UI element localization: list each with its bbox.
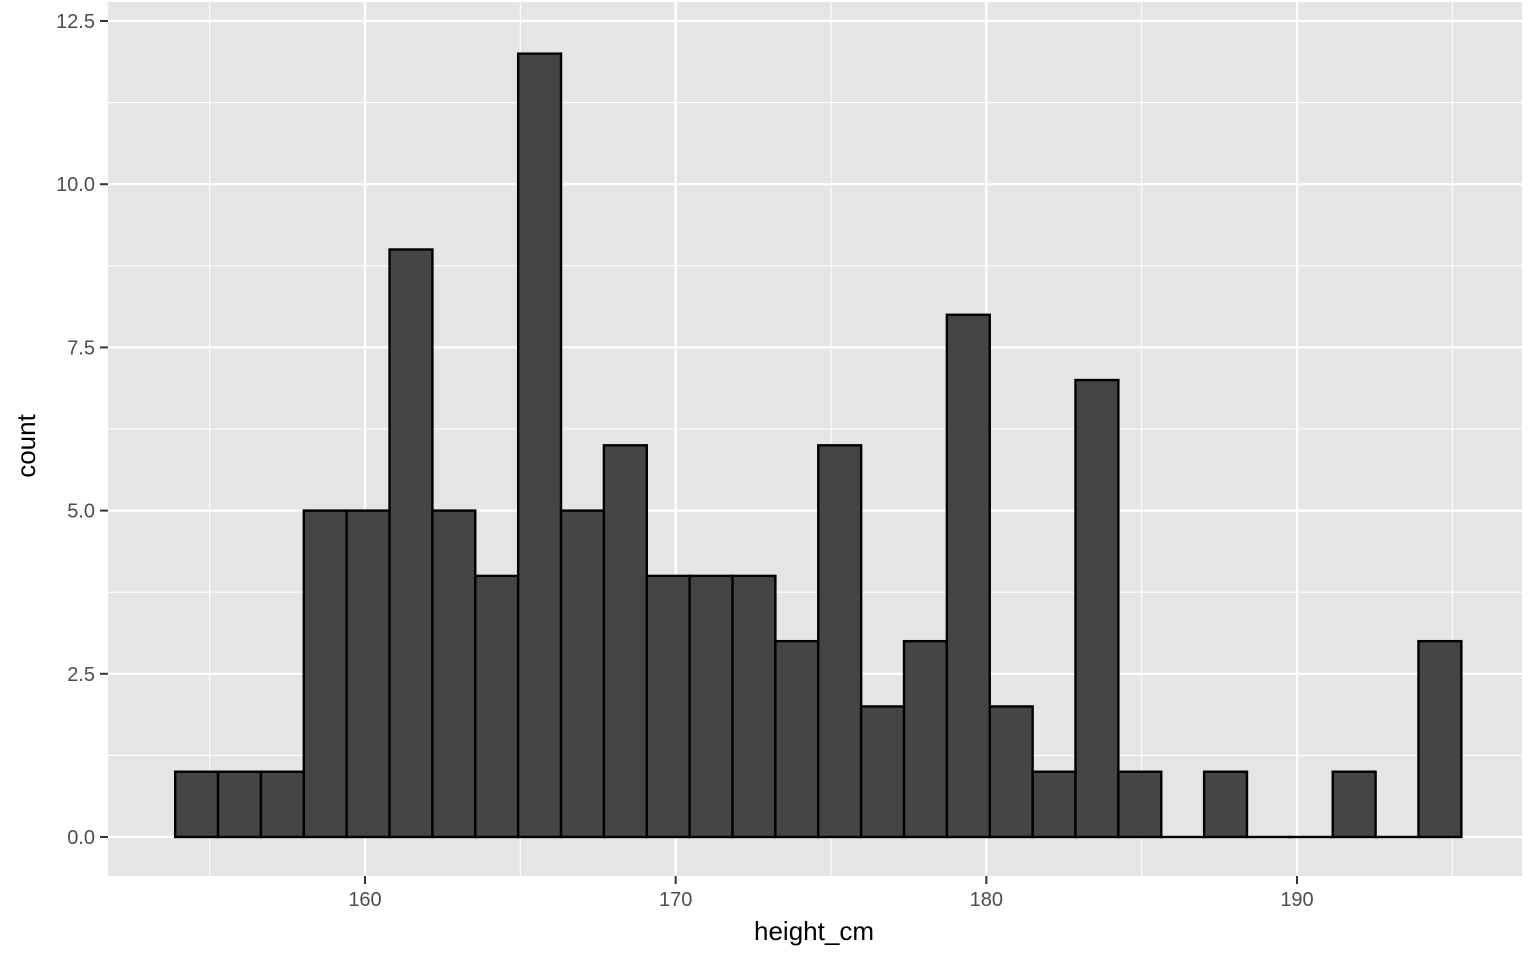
histogram-bar	[518, 54, 561, 837]
x-axis-title: height_cm	[754, 916, 874, 946]
histogram-bar	[1333, 772, 1376, 837]
histogram-bar	[1075, 380, 1118, 837]
histogram-bar	[775, 641, 818, 837]
y-tick-label: 7.5	[67, 337, 95, 359]
y-tick-label: 5.0	[67, 501, 95, 523]
histogram-bar	[561, 511, 604, 837]
histogram-bar	[861, 706, 904, 837]
y-tick-label: 10.0	[56, 174, 95, 196]
histogram-bar	[904, 641, 947, 837]
y-tick-label: 0.0	[67, 827, 95, 849]
histogram-bar	[990, 706, 1033, 837]
x-tick-label: 190	[1280, 889, 1313, 911]
histogram-bar	[647, 576, 690, 837]
histogram-bar	[1418, 641, 1461, 837]
histogram-bar	[261, 772, 304, 837]
x-tick-label: 160	[348, 889, 381, 911]
x-tick-label: 180	[970, 889, 1003, 911]
histogram-bar	[1204, 772, 1247, 837]
x-axis: 160 170 180 190	[348, 876, 1313, 911]
histogram-bar	[1118, 772, 1161, 837]
histogram-bar	[690, 576, 733, 837]
histogram-bar	[604, 445, 647, 837]
histogram-bar	[304, 511, 347, 837]
histogram-bar	[733, 576, 776, 837]
y-axis-title: count	[11, 413, 41, 477]
histogram-bar	[818, 445, 861, 837]
y-tick-label: 2.5	[67, 664, 95, 686]
histogram-bar	[218, 772, 261, 837]
histogram-bar	[1033, 772, 1076, 837]
x-tick-label: 170	[659, 889, 692, 911]
histogram-bar	[390, 249, 433, 837]
y-axis: 0.0 2.5 5.0 7.5 10.0 12.5	[56, 11, 108, 849]
histogram-bar	[347, 511, 390, 837]
histogram-bar	[475, 576, 518, 837]
y-tick-label: 12.5	[56, 11, 95, 33]
histogram-bar	[947, 315, 990, 837]
histogram-bar	[432, 511, 475, 837]
histogram-bar	[175, 772, 218, 837]
